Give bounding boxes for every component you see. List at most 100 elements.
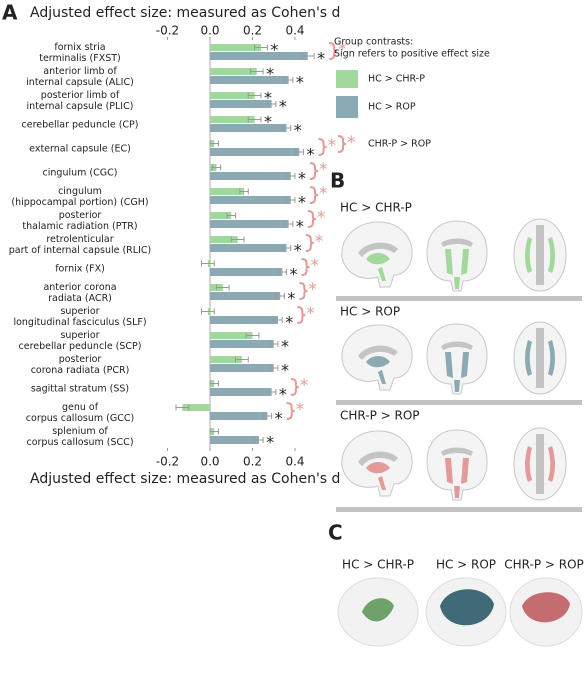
category-label: radiata (ACR) (48, 293, 112, 304)
category-label: external capsule (EC) (29, 144, 131, 155)
significance-star: * (270, 40, 278, 59)
significance-star: * (266, 64, 274, 83)
category-label: cerebellar peduncle (CP) (22, 120, 139, 131)
category-label: genu of (62, 402, 99, 413)
x-tick-label: 0.0 (200, 455, 219, 469)
contrast-star: * (319, 184, 328, 204)
bar (210, 436, 259, 444)
error-bar (300, 53, 315, 59)
significance-star: * (279, 385, 287, 404)
bar (210, 76, 289, 84)
error-bar (254, 437, 264, 443)
contrast-bracket (301, 258, 310, 276)
legend-title: Group contrasts: (334, 37, 413, 48)
brain-row (341, 321, 567, 395)
significance-star: * (264, 112, 272, 131)
significance-star: * (296, 73, 304, 92)
category-label: fornix (FX) (55, 264, 105, 275)
error-bar (294, 149, 304, 155)
bar (210, 316, 278, 324)
bar (210, 236, 238, 243)
x-tick-label: 0.4 (285, 24, 304, 38)
significance-star: * (264, 88, 272, 107)
row-title: HC > ROP (340, 305, 400, 319)
significance-star: * (298, 169, 306, 188)
glass-brains (337, 577, 583, 647)
contrast-star: * (311, 256, 320, 276)
legend-label: CHR-P > ROP (368, 139, 431, 150)
bar (210, 100, 272, 108)
bar (210, 188, 244, 195)
category-label: posterior (59, 354, 102, 365)
category-label: terminalis (FXST) (39, 53, 121, 64)
legend-star: * (347, 133, 356, 153)
significance-star: * (317, 49, 325, 68)
brain-label: CHR-P > ROP (504, 558, 584, 572)
error-bar (209, 380, 219, 387)
bar (210, 244, 287, 252)
category-label: thalamic radiation (PTR) (22, 221, 137, 232)
error-bar (281, 245, 292, 251)
category-label: posterior (59, 210, 102, 221)
category-label: internal capsule (ALIC) (26, 77, 134, 88)
bar (210, 52, 308, 60)
bar (210, 388, 272, 396)
error-bar (226, 212, 236, 219)
bar (210, 92, 255, 99)
brain-label: HC > CHR-P (342, 558, 414, 572)
error-bar (247, 92, 262, 99)
significance-star: * (266, 433, 274, 452)
category-label: cerebellar peduncle (SCP) (19, 341, 142, 352)
error-bar (266, 389, 277, 395)
bar (210, 124, 287, 132)
significance-star: * (281, 337, 289, 356)
contrast-star: * (315, 232, 324, 252)
panel-label: C (328, 521, 343, 545)
error-bar (286, 173, 296, 179)
category-label: superior (60, 306, 99, 317)
legend-swatch (336, 70, 358, 88)
category-label: fornix stria (54, 42, 105, 53)
error-bar (209, 140, 219, 147)
category-label: cingulum (CGC) (43, 168, 118, 179)
bar (210, 148, 300, 156)
error-bar (201, 308, 215, 315)
panel-label: A (2, 1, 18, 25)
error-bar (283, 77, 294, 83)
contrast-star: * (317, 208, 326, 228)
contrast-bracket (309, 186, 319, 204)
significance-star: * (281, 361, 289, 380)
error-bar (211, 164, 222, 171)
error-bar (249, 68, 264, 75)
x-tick-label: 0.2 (243, 24, 262, 38)
bar (210, 212, 232, 219)
contrast-bracket (318, 138, 327, 156)
category-label: anterior corona (43, 282, 116, 293)
contrast-bracket (309, 162, 319, 180)
brain-row (341, 427, 567, 501)
contrast-star: * (328, 136, 337, 156)
significance-star: * (279, 97, 287, 116)
significance-star: * (296, 217, 304, 236)
x-tick-label: 0.0 (200, 24, 219, 38)
error-bar (281, 125, 292, 131)
contrast-bracket (307, 210, 316, 228)
bar (210, 356, 242, 363)
category-label: (hippocampal portion) (CGH) (11, 197, 148, 208)
error-bar (269, 341, 279, 347)
error-bar (286, 197, 296, 203)
category-label: longitudinal fasciculus (SLF) (13, 317, 146, 328)
significance-star: * (290, 265, 298, 284)
category-label: sagittal stratum (SS) (31, 384, 129, 395)
x-tick-label: -0.2 (156, 24, 179, 38)
separator (336, 400, 582, 405)
category-label: posterior limb of (41, 90, 120, 101)
error-bar (235, 356, 249, 363)
legend-label: HC > ROP (368, 102, 416, 113)
axis-title: Adjusted effect size: measured as Cohen'… (30, 5, 340, 21)
contrast-bracket (299, 282, 308, 300)
category-label: splenium of (52, 426, 108, 437)
bar (210, 412, 268, 420)
category-label: retrolenticular (46, 234, 113, 245)
